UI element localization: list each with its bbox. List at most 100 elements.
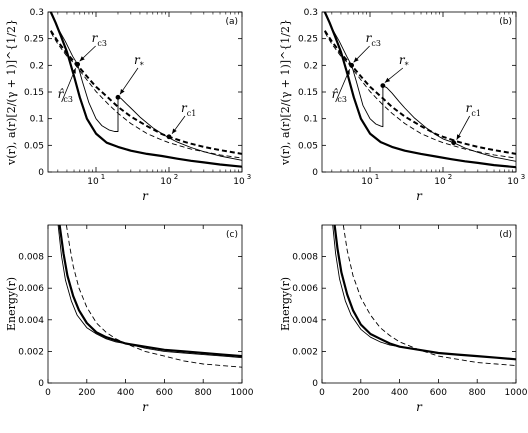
series-line-thin-dashed (324, 32, 516, 159)
x-tick-exponent: 3 (521, 173, 525, 181)
series-group (49, 12, 242, 168)
x-axis-label: r (416, 189, 423, 203)
data-point-marker (75, 61, 81, 67)
series-line-thick-dashed (323, 30, 516, 155)
panel-label: (b) (499, 17, 512, 27)
annotation-rstar: r* (134, 53, 144, 70)
y-tick-label: 0 (312, 379, 318, 389)
x-tick-label: 10 (434, 177, 446, 187)
y-tick-label: 0.05 (24, 141, 44, 151)
y-tick-label: 0.1 (30, 115, 44, 125)
x-tick-exponent: 2 (174, 173, 178, 181)
x-tick-label: 10 (507, 177, 519, 187)
x-tick-label: 200 (352, 388, 369, 398)
x-tick-label: 400 (117, 388, 134, 398)
series-line-thin-dashed (65, 225, 242, 368)
series-line-thick-solid (333, 225, 516, 361)
data-point-marker (166, 134, 172, 140)
panel-b: 00.050.10.150.20.250.310 1 10 2 10 3rc3r̂c3r*… (279, 8, 525, 203)
y-tick-label: 0.006 (18, 284, 44, 294)
series-line-thick-solid (323, 12, 516, 169)
x-tick-label: 1000 (505, 388, 528, 398)
data-point-marker (349, 62, 355, 68)
x-tick-label: 10 (233, 177, 245, 187)
panel-d: 0 0.002 0.004 0.006 0.008 0 200 400 600 800 1000 (d… (279, 224, 528, 414)
y-axis-label: v(r), a(r)[2/(γ + 1)]^{1/2} (5, 19, 18, 166)
x-tick-label: 200 (78, 388, 95, 398)
series-line-thick-solid (49, 12, 242, 168)
x-tick-label: 0 (319, 388, 325, 398)
y-tick-label: 0.2 (304, 61, 318, 71)
x-axis-label: r (142, 189, 149, 203)
y-tick-label: 0 (38, 168, 44, 178)
arrowhead-icon (353, 57, 359, 63)
x-tick-label: 600 (430, 388, 447, 398)
series-line-thin-solid (324, 12, 516, 162)
x-tick-exponent: 3 (247, 173, 251, 181)
data-point-marker (115, 94, 121, 100)
annotation-rc1: rc1 (181, 101, 196, 118)
x-tick-label: 800 (469, 388, 486, 398)
panel-label: (c) (226, 230, 238, 240)
panel-c: 0 0.002 0.004 0.006 0.008 0 200 400 600 800 1000 (c… (5, 224, 254, 414)
y-tick-label: 0.002 (292, 347, 318, 357)
y-tick-label: 0.008 (292, 253, 318, 263)
x-tick-exponent: 1 (101, 173, 105, 181)
x-tick-label: 800 (195, 388, 212, 398)
x-tick-label: 0 (45, 388, 51, 398)
annotation-rstar: r* (399, 53, 409, 70)
y-tick-label: 0.004 (292, 316, 318, 326)
y-axis-label: v(r), a(r)[2/(γ + 1)]^{1/2} (279, 19, 292, 166)
x-tick-label: 1000 (231, 388, 254, 398)
y-tick-label: 0.002 (18, 347, 44, 357)
series-line-thin-dashed (50, 32, 242, 159)
series-group (323, 12, 516, 169)
annotation-arrow-rc3-hat (335, 69, 350, 103)
annotation-rc1: rc1 (466, 101, 481, 118)
annotation-rc3-hat: r̂c3 (58, 87, 73, 104)
series-group (57, 225, 242, 368)
y-tick-label: 0.05 (298, 141, 318, 151)
arrowhead-icon (172, 128, 177, 134)
series-line-thick-dashed (49, 30, 242, 155)
series-group (332, 225, 516, 367)
x-tick-label: 400 (391, 388, 408, 398)
annotation-rc3: rc3 (366, 31, 381, 48)
y-tick-label: 0.2 (30, 61, 44, 71)
arrowhead-icon (345, 69, 350, 75)
x-axis-label: r (416, 400, 423, 414)
y-tick-label: 0.3 (30, 8, 44, 18)
arrowhead-icon (79, 56, 85, 62)
series-line-thin-solid (57, 225, 242, 359)
y-tick-label: 0.004 (18, 316, 44, 326)
y-tick-label: 0.006 (292, 284, 318, 294)
arrowhead-icon (456, 134, 462, 140)
arrowhead-icon (119, 88, 125, 95)
plot-frame (321, 11, 517, 173)
annotation-arrow-rc3-hat (61, 68, 76, 103)
y-tick-label: 0 (38, 379, 44, 389)
panel-label: (d) (499, 230, 512, 240)
y-tick-label: 0.15 (298, 88, 318, 98)
y-tick-label: 0.25 (24, 35, 44, 45)
x-tick-label: 600 (156, 388, 173, 398)
annotation-arrow-rstar (119, 67, 139, 95)
annotation-rc3-hat: r̂c3 (332, 87, 347, 104)
y-tick-label: 0 (312, 168, 318, 178)
x-axis-label: r (142, 400, 149, 414)
arrowhead-icon (384, 77, 391, 83)
x-tick-exponent: 1 (375, 173, 379, 181)
plot-frame (47, 11, 243, 173)
x-tick-label: 10 (160, 177, 172, 187)
y-tick-label: 0.15 (24, 88, 44, 98)
series-line-thin-solid (50, 12, 242, 161)
y-axis-label: Energy(r) (5, 277, 18, 331)
plot-frame (321, 224, 517, 384)
y-tick-label: 0.25 (298, 35, 318, 45)
x-tick-label: 10 (87, 177, 99, 187)
arrowhead-icon (71, 68, 76, 74)
series-line-thin-dashed (342, 225, 516, 367)
y-axis-label: Energy(r) (279, 277, 292, 331)
x-tick-label: 10 (361, 177, 373, 187)
